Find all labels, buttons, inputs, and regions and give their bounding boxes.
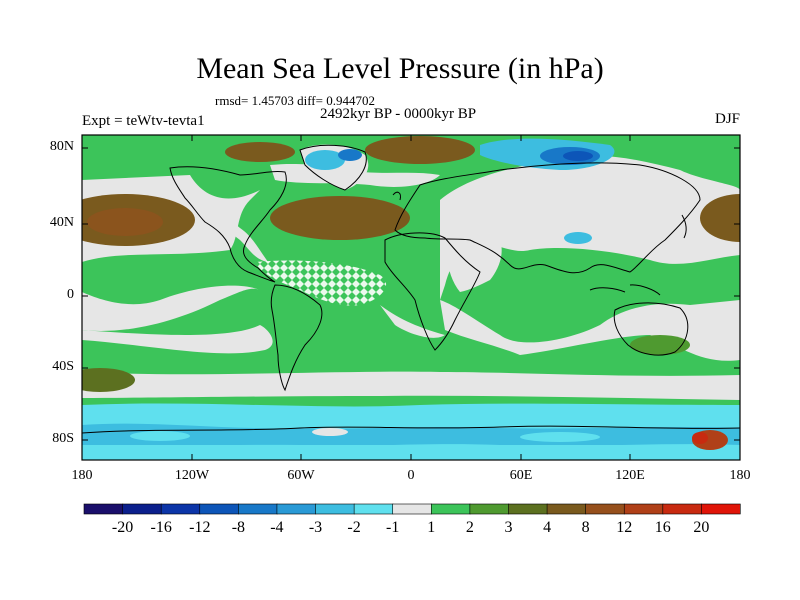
lon-label: 180	[71, 468, 93, 483]
colorbar	[83, 503, 741, 515]
season-label: DJF	[714, 111, 740, 127]
colorbar-label: 8	[581, 519, 590, 536]
region-brown-west-pacific	[700, 194, 740, 242]
colorbar-label: -16	[150, 519, 172, 536]
colorbar-swatch	[122, 503, 162, 515]
colorbar-swatch	[353, 503, 394, 515]
colorbar-label: 12	[616, 519, 633, 536]
region-grey-south-atlantic	[380, 305, 445, 338]
coast-uk	[392, 191, 401, 201]
lon-label: 120E	[615, 468, 645, 483]
chart-title: Mean Sea Level Pressure (in hPa)	[196, 52, 604, 85]
colorbar-swatch	[83, 503, 124, 515]
colorbar-swatch	[623, 503, 664, 515]
region-blue-central-asia	[564, 232, 592, 244]
colorbar-label: -8	[231, 519, 246, 536]
colorbar-label: 20	[693, 519, 710, 536]
colorbar-swatch	[508, 503, 548, 515]
region-olive-south-pacific	[82, 368, 135, 392]
colorbar-swatch	[585, 503, 625, 515]
lat-label: 80S	[52, 431, 74, 446]
coast-south-america	[270, 284, 323, 392]
colorbar-label: 1	[427, 519, 436, 536]
coast-north-america	[169, 166, 287, 283]
region-grey-southern-ocean	[82, 371, 740, 400]
map-ticks	[82, 135, 740, 460]
lat-label: 40N	[49, 215, 74, 230]
coast-japan	[681, 214, 687, 239]
region-brown-arctic	[365, 136, 475, 164]
colorbar-label: -3	[308, 519, 323, 536]
region-grey-asia	[440, 155, 740, 361]
colorbar-swatch	[392, 503, 432, 515]
region-grey-east-pacific	[200, 200, 268, 262]
coast-indonesia	[589, 284, 661, 296]
colorbar-label: -2	[347, 519, 361, 536]
lon-label: 120W	[174, 468, 210, 483]
map-field	[82, 135, 740, 460]
lon-label: 60E	[509, 468, 533, 483]
lon-label: 60W	[287, 468, 315, 483]
hatch-atlantic	[255, 260, 387, 306]
period-text: 2492kyr BP - 0000kyr BP	[320, 106, 477, 122]
coast-australia	[613, 302, 689, 356]
colorbar-swatch	[662, 503, 703, 515]
stats-text: rmsd= 1.45703 diff= 0.944702	[215, 93, 375, 108]
lon-label: 180	[729, 468, 751, 483]
colorbar-swatch	[199, 503, 239, 515]
colorbar-label: 2	[465, 519, 474, 536]
colorbar-label: 4	[543, 519, 552, 536]
colorbar-label: -12	[189, 519, 211, 536]
coast-africa	[384, 232, 481, 351]
colorbar-swatch	[276, 503, 317, 515]
colorbar-swatch	[315, 503, 355, 515]
region-grey-africa-indian	[445, 231, 502, 292]
coast-greenland	[299, 144, 367, 191]
colorbar-swatch	[238, 503, 278, 515]
experiment-label: Expt = teWtv-tevta1	[82, 113, 205, 129]
region-olive-australia	[630, 335, 690, 355]
coast-antarctica	[82, 425, 740, 434]
colorbar-label: 16	[654, 519, 671, 536]
colorbar-swatch	[469, 503, 510, 515]
region-grey-south-america-pacific	[82, 325, 273, 354]
colorbar-label: -4	[270, 519, 284, 536]
colorbar-swatch	[701, 503, 741, 515]
colorbar-swatch	[546, 503, 587, 515]
colorbar-label: -20	[111, 519, 134, 536]
colorbar-label: 3	[504, 519, 513, 536]
region-grey-pacific-south	[82, 285, 260, 331]
lat-label: 0	[67, 287, 74, 302]
colorbar-swatch	[430, 503, 471, 515]
colorbar-swatch	[160, 503, 201, 515]
lon-label: 0	[407, 468, 415, 483]
colorbar-label: -1	[386, 519, 400, 536]
lat-label: 80N	[49, 139, 74, 154]
coastlines	[82, 144, 740, 434]
coast-eurasia	[394, 162, 701, 274]
region-brown-north-atlantic	[270, 196, 410, 240]
lat-label: 40S	[52, 359, 74, 374]
